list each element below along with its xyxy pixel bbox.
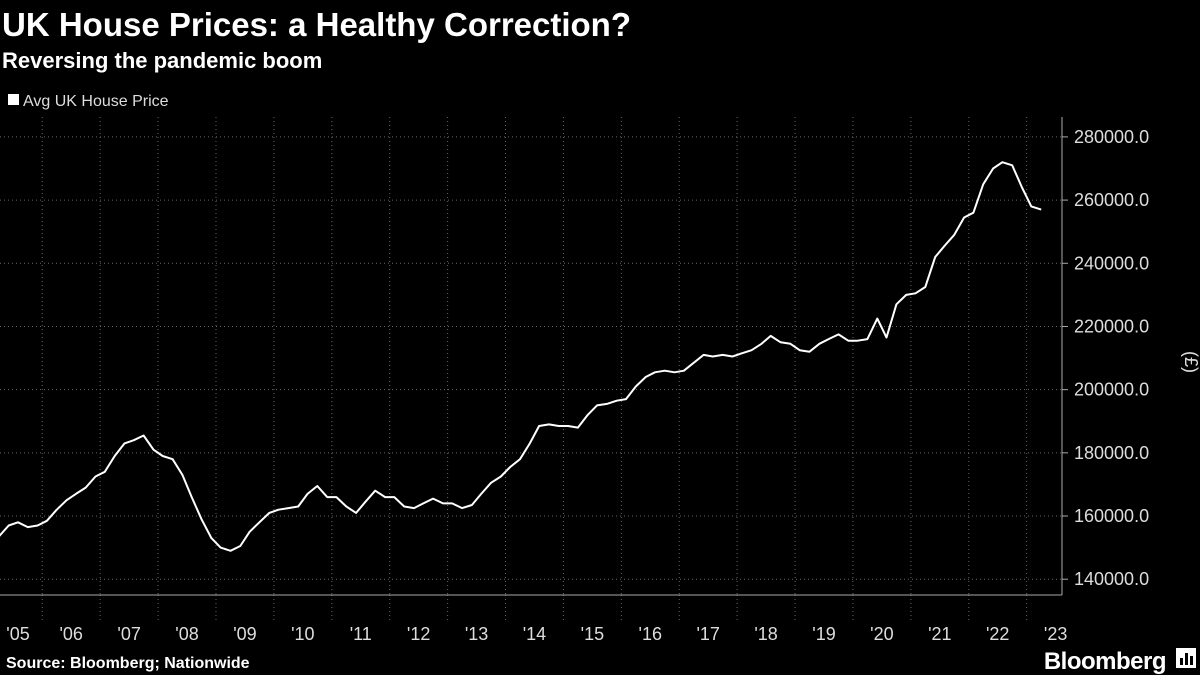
x-tick-label: '13 <box>465 624 488 644</box>
x-tick-label: '17 <box>696 624 719 644</box>
x-tick-label: '23 <box>1044 624 1067 644</box>
x-tick-label: '14 <box>523 624 546 644</box>
y-tick-label: 200000.0 <box>1074 380 1149 400</box>
x-tick-label: '19 <box>812 624 835 644</box>
legend-swatch <box>8 94 19 105</box>
brand: Bloomberg <box>1044 648 1166 675</box>
x-tick-label: '22 <box>986 624 1009 644</box>
chart-subtitle: Reversing the pandemic boom <box>2 48 322 73</box>
source: Source: Bloomberg; Nationwide <box>6 655 250 672</box>
y-tick-label: 140000.0 <box>1074 569 1149 589</box>
y-axis-label: (£) <box>1181 351 1200 373</box>
x-tick-label: '16 <box>639 624 662 644</box>
y-tick-label: 240000.0 <box>1074 253 1149 273</box>
y-tick-label: 280000.0 <box>1074 127 1149 147</box>
chart-title: UK House Prices: a Healthy Correction? <box>2 6 631 43</box>
y-tick-label: 180000.0 <box>1074 443 1149 463</box>
x-tick-label: '06 <box>59 624 82 644</box>
x-tick-label: '05 <box>6 624 29 644</box>
y-tick-label: 260000.0 <box>1074 190 1149 210</box>
x-tick-label: '08 <box>175 624 198 644</box>
y-tick-label: 160000.0 <box>1074 506 1149 526</box>
x-tick-label: '10 <box>291 624 314 644</box>
x-tick-label: '07 <box>117 624 140 644</box>
brand-icon <box>1176 648 1196 668</box>
x-tick-label: '21 <box>928 624 951 644</box>
x-tick-label: '11 <box>350 624 372 644</box>
line <box>0 161 1042 552</box>
y-tick-label: 220000.0 <box>1074 316 1149 336</box>
x-tick-label: '20 <box>870 624 893 644</box>
legend-label: Avg UK House Price <box>23 93 169 110</box>
x-tick-label: '18 <box>754 624 777 644</box>
x-tick-label: '12 <box>407 624 430 644</box>
x-tick-label: '09 <box>233 624 256 644</box>
x-tick-label: '15 <box>581 624 604 644</box>
